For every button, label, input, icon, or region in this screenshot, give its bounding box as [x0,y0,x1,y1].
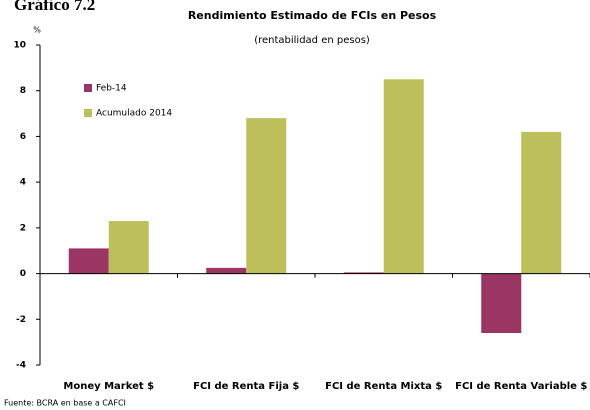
x-tick-label: FCI de Renta Variable $ [455,381,587,392]
x-tick-label: Money Market $ [63,381,154,392]
y-tick-label: 10 [13,41,26,51]
figure-label: Gráfico 7.2 [14,0,95,14]
bar [68,248,109,274]
bar [343,272,384,274]
y-unit: % [33,26,41,35]
legend-swatch [84,84,92,92]
y-tick-label: 8 [20,86,26,96]
bar [206,267,247,274]
legend-label: Acumulado 2014 [96,109,172,119]
y-tick-label: 6 [20,132,26,142]
y-tick-label: -4 [16,361,26,371]
bar [481,273,522,333]
x-tick-label: FCI de Renta Mixta $ [325,381,442,392]
chart-title: Rendimiento Estimado de FCIs en Pesos [188,9,437,22]
bar [383,79,424,274]
y-tick-label: 0 [20,269,26,279]
bar [108,221,149,274]
y-tick-label: 4 [20,178,26,188]
chart-subtitle: (rentabilidad en pesos) [254,35,370,46]
y-tick-label: -2 [16,315,26,325]
bar [521,131,562,274]
source: Fuente: BCRA en base a CAFCI [4,399,126,408]
y-tick-label: 2 [20,223,26,233]
legend-label: Feb-14 [96,84,127,94]
bar [246,118,287,274]
legend-swatch [84,109,92,117]
x-tick-label: FCI de Renta Fija $ [193,381,299,392]
